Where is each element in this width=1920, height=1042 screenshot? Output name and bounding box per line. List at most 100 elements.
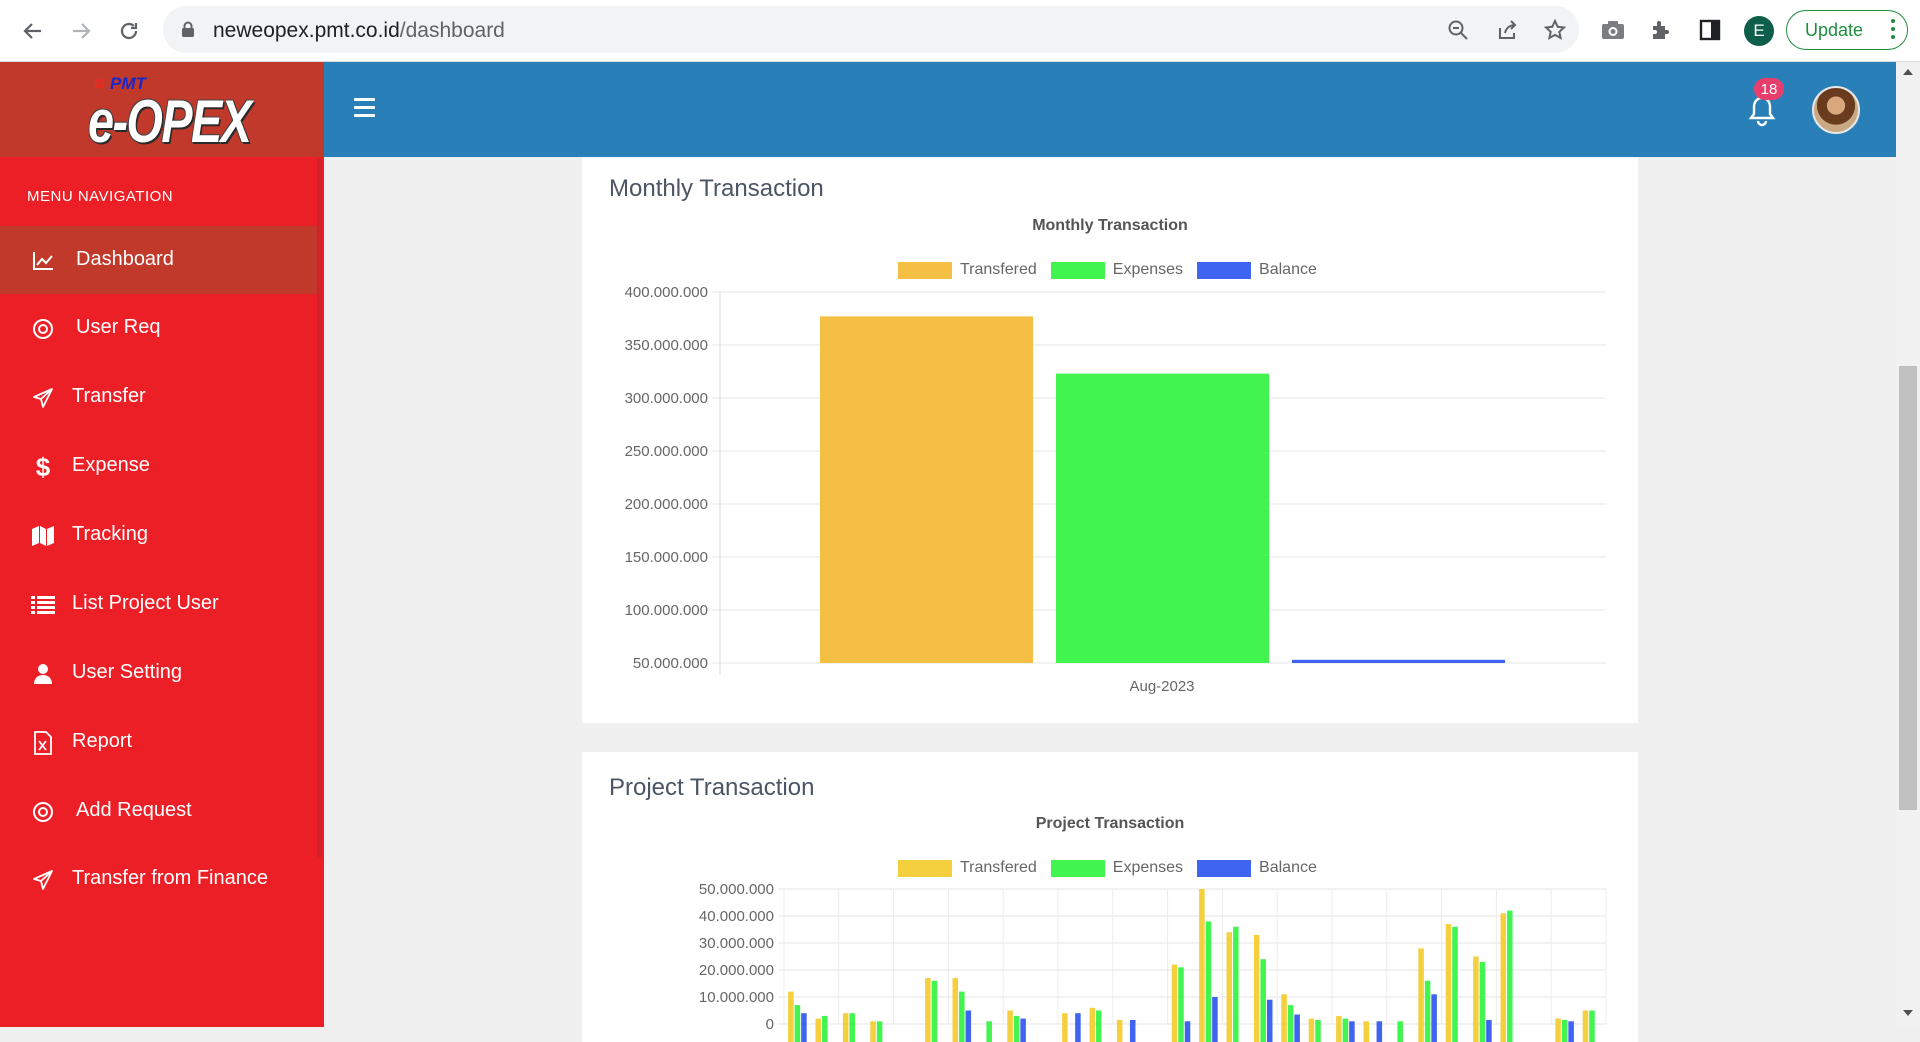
zoom-out-icon[interactable] <box>1445 17 1471 43</box>
bar-expenses <box>1480 962 1486 1042</box>
bar-expenses <box>795 1005 801 1042</box>
bar-transfered <box>953 978 959 1042</box>
bar-transfered <box>1281 994 1287 1042</box>
forward-arrow-icon[interactable] <box>63 13 99 49</box>
bar-balance <box>1267 1000 1273 1042</box>
back-arrow-icon[interactable] <box>15 13 51 49</box>
user-avatar[interactable] <box>1812 86 1860 134</box>
address-bar[interactable]: neweopex.pmt.co.id/dashboard <box>163 6 1579 53</box>
bar-expenses <box>1425 981 1431 1042</box>
profile-avatar[interactable]: E <box>1744 16 1774 46</box>
update-button[interactable]: Update <box>1786 10 1908 50</box>
bar-balance <box>966 1011 972 1042</box>
bar-transfered <box>1501 913 1507 1042</box>
sidebar-item-expense[interactable]: $ Expense <box>0 432 318 500</box>
bar-transfered <box>1446 924 1452 1042</box>
y-tick-label: 40.000.000 <box>699 908 774 925</box>
bar-balance <box>1294 1015 1300 1042</box>
chart-line-icon <box>30 248 56 274</box>
sidebar-item-user-setting[interactable]: User Setting <box>0 639 318 707</box>
project-transaction-chart: 50.000.00040.000.00030.000.00020.000.000… <box>582 752 1638 1042</box>
brand-logo[interactable]: PMT e-OPEX <box>0 62 324 157</box>
user-icon <box>30 661 56 687</box>
bar-expenses <box>1397 1021 1403 1042</box>
bar-transfered <box>816 1019 822 1042</box>
y-tick-label: 400.000.000 <box>625 284 708 301</box>
monthly-transaction-card: Monthly Transaction Monthly Transaction … <box>582 157 1638 723</box>
sidebar-item-dashboard[interactable]: Dashboard <box>0 226 318 294</box>
project-transaction-card: Project Transaction Project Transaction … <box>582 752 1638 1042</box>
sidebar-item-user-req[interactable]: User Req <box>0 294 318 362</box>
y-tick-label: 20.000.000 <box>699 962 774 979</box>
sidebar-item-transfer-from-finance[interactable]: Transfer from Finance <box>0 845 318 913</box>
bar-transfered <box>1117 1020 1123 1042</box>
side-panel-icon[interactable] <box>1695 15 1725 45</box>
y-tick-label: 30.000.000 <box>699 935 774 952</box>
bar-transfered <box>1062 1013 1068 1042</box>
bar-expenses <box>1315 1020 1321 1042</box>
bar-expenses <box>1452 927 1458 1042</box>
bar-transfered <box>1227 932 1233 1042</box>
sidebar-item-label: User Setting <box>72 661 182 684</box>
lock-icon[interactable] <box>181 21 195 43</box>
sidebar-item-label: Tracking <box>72 523 148 546</box>
bar-expenses <box>1056 374 1269 663</box>
scrollbar-thumb[interactable] <box>1899 366 1917 810</box>
sidebar-item-report[interactable]: Report <box>0 708 318 776</box>
bar-expenses <box>1260 959 1266 1042</box>
extensions-puzzle-icon[interactable] <box>1646 15 1676 45</box>
sidebar-item-list-project-user[interactable]: List Project User <box>0 570 318 638</box>
bar-balance <box>1185 1021 1191 1042</box>
x-tick-label: Aug-2023 <box>1129 678 1194 695</box>
paper-plane-icon <box>30 867 56 893</box>
sidebar-item-tracking[interactable]: Tracking <box>0 501 318 569</box>
page-scrollbar[interactable] <box>1896 62 1920 1027</box>
dollar-icon: $ <box>30 454 56 480</box>
bar-expenses <box>1096 1011 1102 1042</box>
y-tick-label: 250.000.000 <box>625 443 708 460</box>
bar-transfered <box>1007 1011 1013 1042</box>
bar-balance <box>1020 1019 1026 1042</box>
bar-transfered <box>870 1021 876 1042</box>
hamburger-menu-icon[interactable] <box>354 98 375 122</box>
sidebar-scrollbar[interactable] <box>317 158 322 858</box>
bar-transfered <box>1473 957 1479 1042</box>
bar-balance <box>1568 1021 1574 1042</box>
bar-expenses <box>1233 927 1239 1042</box>
share-icon[interactable] <box>1494 17 1520 43</box>
sidebar-item-transfer[interactable]: Transfer <box>0 363 318 431</box>
life-ring-icon <box>30 316 56 342</box>
bar-expenses <box>986 1021 992 1042</box>
bar-balance <box>1130 1020 1136 1042</box>
list-icon <box>30 592 56 618</box>
menu-navigation-title: MENU NAVIGATION <box>27 188 173 205</box>
bar-expenses <box>877 1021 883 1042</box>
camera-icon[interactable] <box>1598 15 1628 45</box>
bar-transfered <box>820 316 1033 663</box>
paper-plane-icon <box>30 385 56 411</box>
bar-expenses <box>1343 1019 1349 1042</box>
bar-transfered <box>1309 1019 1315 1042</box>
more-menu-icon[interactable] <box>1891 19 1895 43</box>
bookmark-star-icon[interactable] <box>1542 17 1568 43</box>
bar-balance <box>1486 1020 1492 1042</box>
bar-expenses <box>932 981 938 1042</box>
bar-transfered <box>1090 1008 1096 1042</box>
bar-transfered <box>1336 1016 1342 1042</box>
bar-expenses <box>1589 1011 1595 1042</box>
bar-balance <box>801 1013 807 1042</box>
browser-toolbar: neweopex.pmt.co.id/dashboard E Update <box>0 0 1920 62</box>
bar-transfered <box>1199 889 1205 1042</box>
scroll-down-arrow-icon[interactable] <box>1903 1010 1913 1016</box>
bar-expenses <box>1288 1005 1294 1042</box>
bar-expenses <box>1562 1020 1568 1042</box>
bar-transfered <box>1172 965 1178 1042</box>
sidebar-item-add-request[interactable]: Add Request <box>0 777 318 845</box>
y-tick-label: 200.000.000 <box>625 496 708 513</box>
excel-file-icon <box>30 730 56 756</box>
scroll-up-arrow-icon[interactable] <box>1903 69 1913 75</box>
bell-icon[interactable] <box>1747 95 1777 132</box>
reload-icon[interactable] <box>111 13 147 49</box>
notification-badge[interactable]: 18 <box>1754 78 1784 100</box>
sidebar-item-label: Dashboard <box>76 248 174 271</box>
